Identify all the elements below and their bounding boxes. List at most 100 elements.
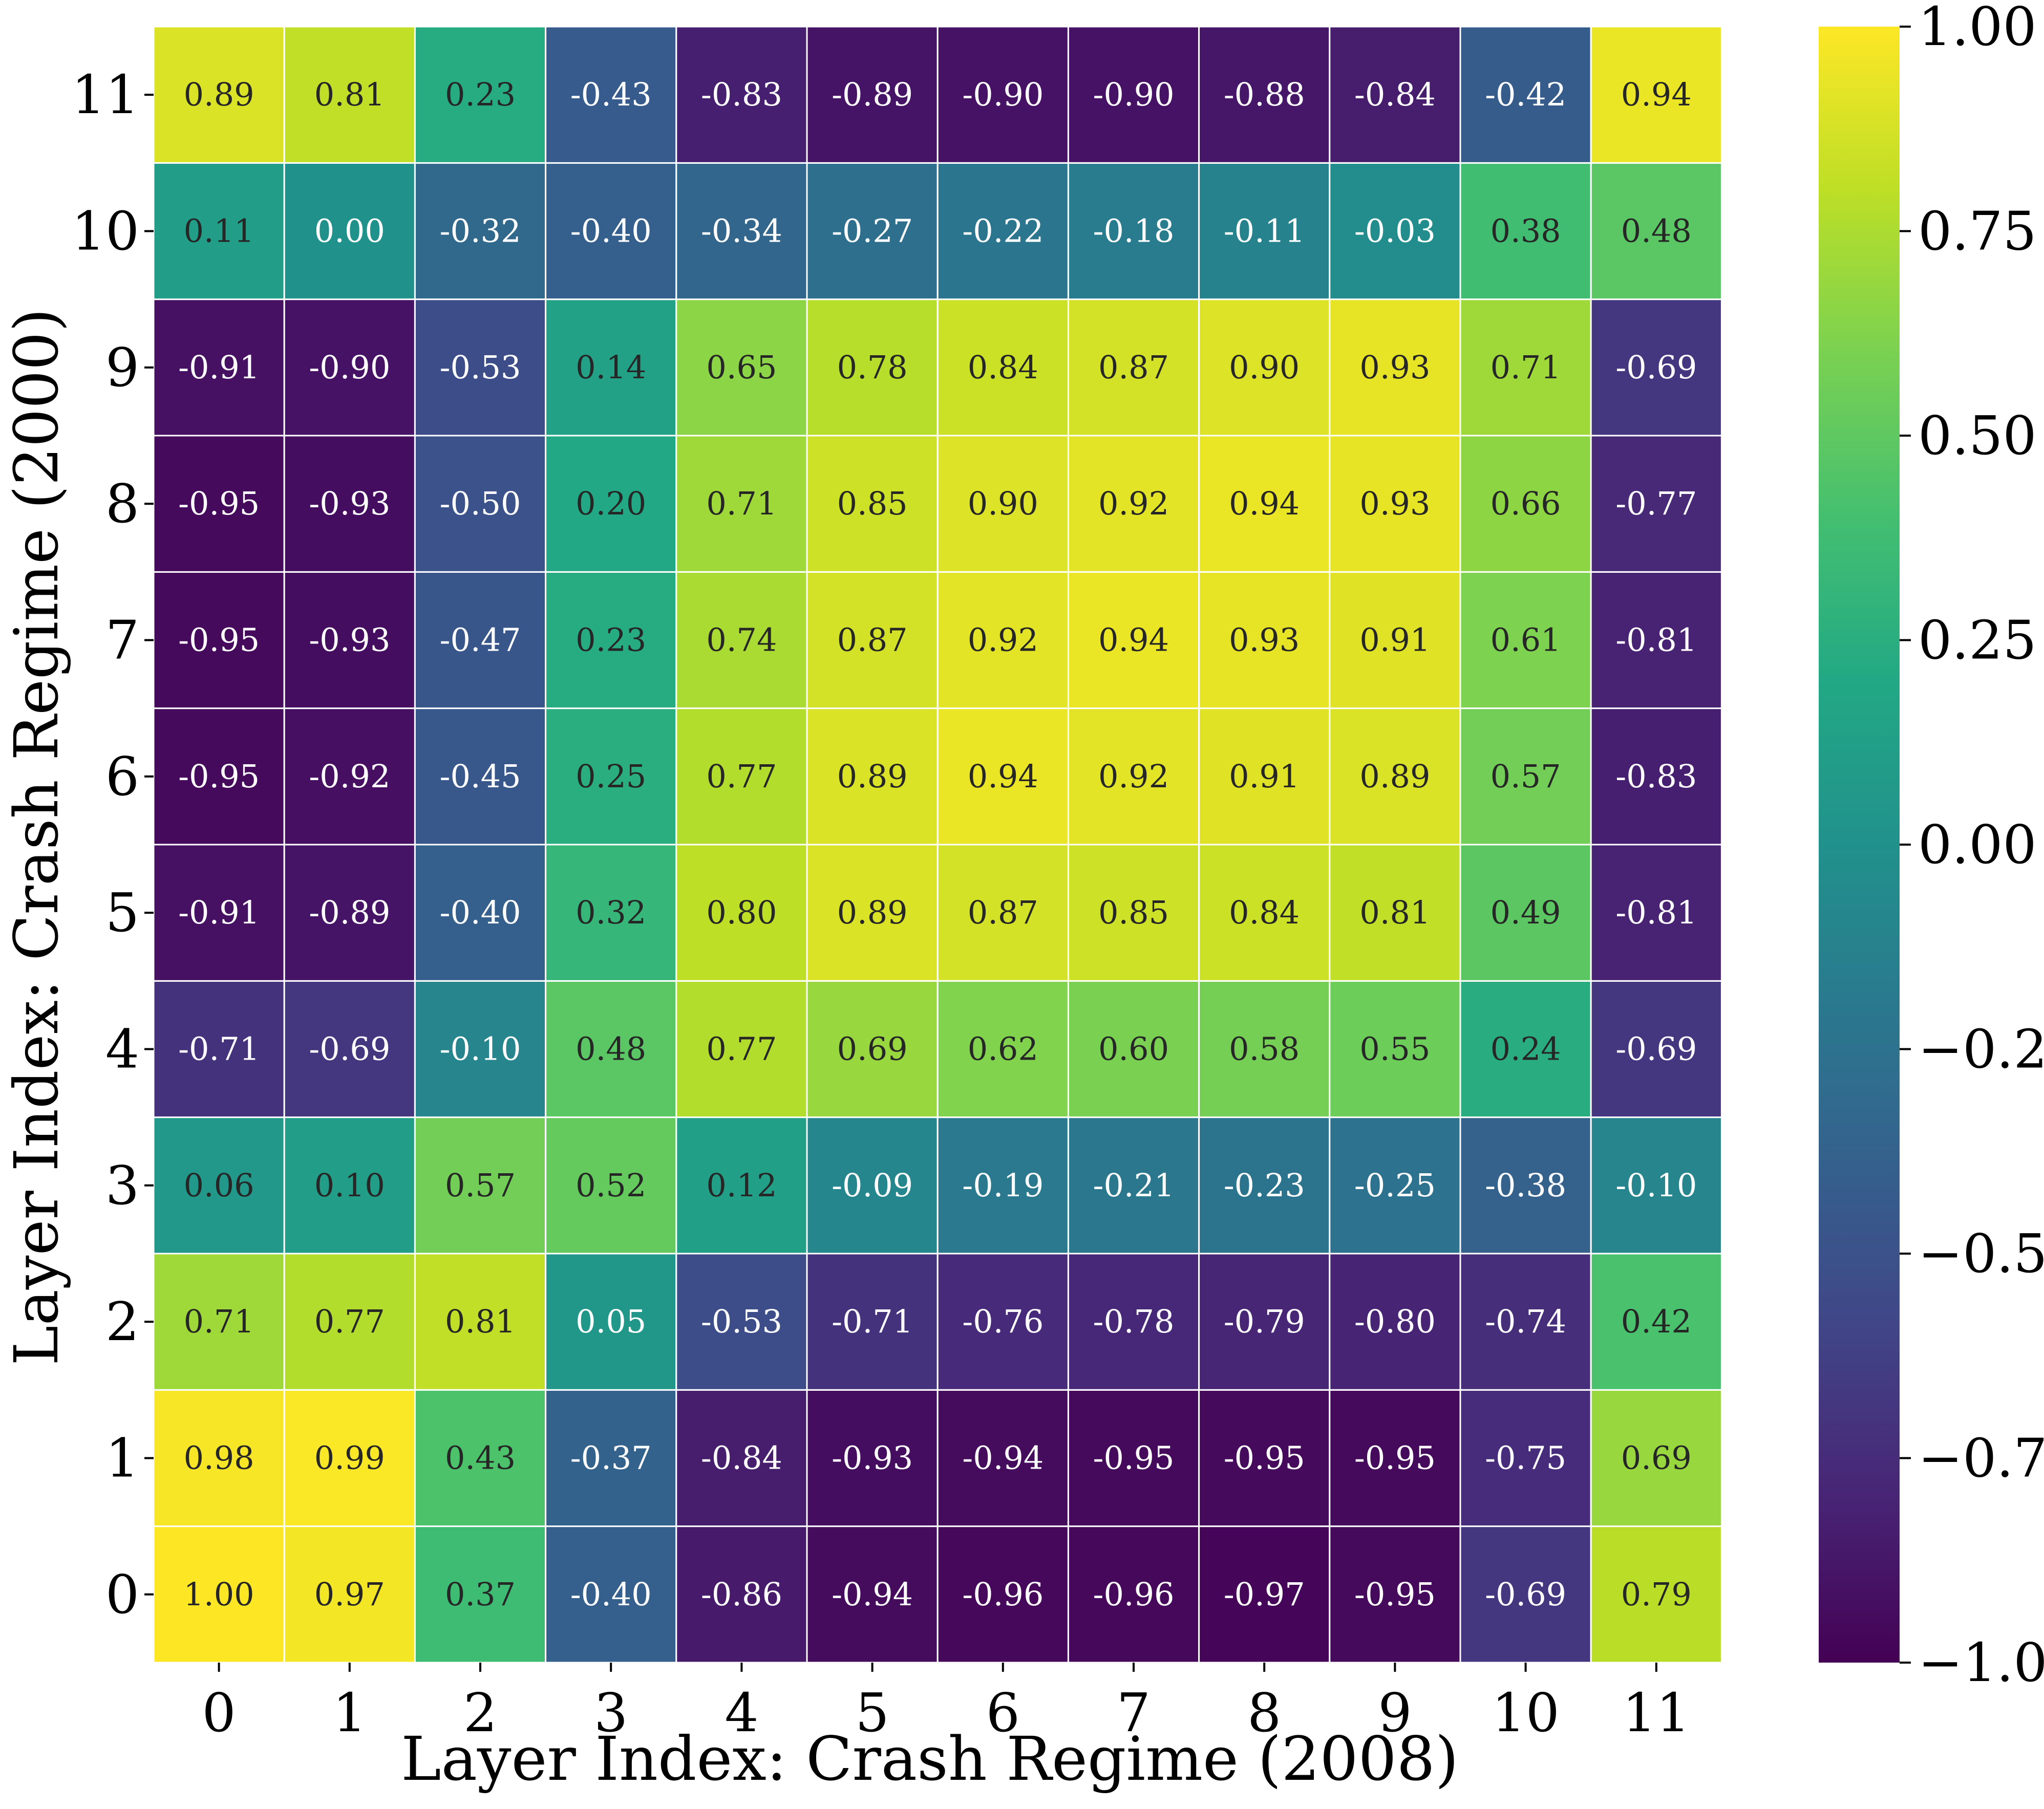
y-tick-label: 11 <box>72 63 139 126</box>
heatmap-cell <box>283 844 416 982</box>
heatmap-cell <box>1590 1389 1722 1527</box>
cell-value-label: -0.32 <box>440 212 521 249</box>
y-tick-label: 5 <box>105 881 139 944</box>
x-tick-label: 10 <box>1492 1682 1559 1744</box>
heatmap-cell <box>675 707 808 846</box>
cell-value-label: -0.74 <box>1485 1303 1566 1340</box>
cell-value-label: 0.05 <box>576 1303 646 1340</box>
cell-value-label: -0.79 <box>1224 1303 1305 1340</box>
heatmap-cell <box>153 1253 285 1391</box>
cell-value-label: -0.91 <box>178 349 260 386</box>
cell-value-label: 0.32 <box>576 894 646 931</box>
cell-value-label: -0.84 <box>1354 76 1436 113</box>
heatmap-cell <box>414 1389 547 1527</box>
colorbar-tick-label: −0.50 <box>1918 1222 2044 1285</box>
heatmap-cell <box>153 1389 285 1527</box>
heatmap-cell <box>153 1116 285 1255</box>
heatmap-cell <box>283 707 416 846</box>
cell-value-label: 0.57 <box>1491 758 1561 795</box>
heatmap-cell <box>153 162 285 300</box>
heatmap-cell <box>936 571 1069 709</box>
y-tick-label: 3 <box>105 1154 139 1217</box>
cell-value-label: -0.10 <box>1615 1167 1697 1204</box>
heatmap-cell <box>153 298 285 437</box>
cell-value-label: -0.94 <box>962 1439 1044 1476</box>
cell-value-label: 0.94 <box>1621 76 1692 113</box>
cell-value-label: 0.52 <box>576 1167 646 1204</box>
heatmap-cell <box>153 844 285 982</box>
heatmap-cell <box>545 1525 677 1664</box>
cell-value-label: 0.61 <box>1491 621 1561 658</box>
cell-value-label: -0.09 <box>832 1167 913 1204</box>
cell-value-label: 0.87 <box>837 621 908 658</box>
heatmap-cell <box>1329 980 1461 1118</box>
y-tick-label: 8 <box>105 472 139 535</box>
x-tick-label: 6 <box>986 1682 1020 1744</box>
heatmap-cell <box>675 571 808 709</box>
cell-value-label: -0.71 <box>832 1303 913 1340</box>
cell-value-label: 0.71 <box>184 1303 254 1340</box>
cell-value-label: 0.12 <box>706 1167 777 1204</box>
cell-value-label: -0.03 <box>1354 212 1436 249</box>
heatmap-cell <box>936 1389 1069 1527</box>
cell-value-label: -0.77 <box>1615 485 1697 522</box>
heatmap-cell <box>1590 844 1722 982</box>
cell-value-label: 0.43 <box>445 1439 516 1476</box>
heatmap-cell <box>1459 844 1592 982</box>
cell-value-label: -0.25 <box>1354 1167 1436 1204</box>
cell-value-label: -0.92 <box>309 758 390 795</box>
cell-value-label: -0.23 <box>1224 1167 1305 1204</box>
heatmap-cell <box>414 435 547 573</box>
heatmap-cell <box>1590 980 1722 1118</box>
colorbar-tick-label: 1.00 <box>1918 0 2037 58</box>
heatmap-cell <box>1459 298 1592 437</box>
heatmap-cell <box>283 1116 416 1255</box>
cell-value-label: -0.89 <box>309 894 390 931</box>
heatmap-cell <box>1459 571 1592 709</box>
heatmap-cell <box>414 1253 547 1391</box>
cell-value-label: 0.85 <box>1098 894 1169 931</box>
x-tick-label: 3 <box>594 1682 628 1744</box>
y-tick-label: 1 <box>105 1427 139 1489</box>
heatmap-cell <box>806 1525 939 1664</box>
heatmap-cell <box>675 1253 808 1391</box>
cell-value-label: -0.27 <box>832 212 913 249</box>
cell-value-label: -0.50 <box>440 485 521 522</box>
cell-value-label: 0.90 <box>968 485 1038 522</box>
cell-value-label: -0.83 <box>701 76 782 113</box>
cell-value-label: 0.92 <box>1098 758 1169 795</box>
colorbar-tick-label: −0.75 <box>1918 1427 2044 1490</box>
heatmap-cell <box>1198 571 1331 709</box>
y-tick-label: 0 <box>105 1563 139 1626</box>
cell-value-label: 0.20 <box>576 485 646 522</box>
heatmap-cell <box>1590 435 1722 573</box>
heatmap-cell <box>545 707 677 846</box>
heatmap-cell <box>153 435 285 573</box>
heatmap-cell <box>1590 571 1722 709</box>
cell-value-label: -0.90 <box>962 76 1044 113</box>
cell-value-label: 0.00 <box>314 212 385 249</box>
heatmap-cell <box>1329 844 1461 982</box>
cell-value-label: 0.94 <box>1229 485 1300 522</box>
cell-value-label: 0.58 <box>1229 1030 1300 1067</box>
cell-value-label: -0.86 <box>701 1576 782 1613</box>
cell-value-label: 0.87 <box>1098 349 1169 386</box>
cell-value-label: 0.84 <box>968 349 1038 386</box>
cell-value-label: -0.34 <box>701 212 782 249</box>
cell-value-label: 0.69 <box>837 1030 908 1067</box>
heatmap-cell <box>1459 1253 1592 1391</box>
heatmap-cell <box>545 298 677 437</box>
cell-value-label: 0.71 <box>1491 349 1561 386</box>
colorbar-tick-label: −1.00 <box>1918 1631 2044 1694</box>
cell-value-label: 0.71 <box>706 485 777 522</box>
x-tick-label: 9 <box>1378 1682 1412 1744</box>
heatmap-cell <box>675 26 808 164</box>
heatmap-cell <box>675 162 808 300</box>
y-tick-label: 9 <box>105 336 139 399</box>
heatmap-cell <box>936 435 1069 573</box>
heatmap-cell <box>675 1525 808 1664</box>
cell-value-label: 0.92 <box>968 621 1038 658</box>
cell-value-label: 0.93 <box>1359 485 1430 522</box>
heatmap-cell <box>1198 844 1331 982</box>
cell-value-label: -0.69 <box>1615 349 1697 386</box>
